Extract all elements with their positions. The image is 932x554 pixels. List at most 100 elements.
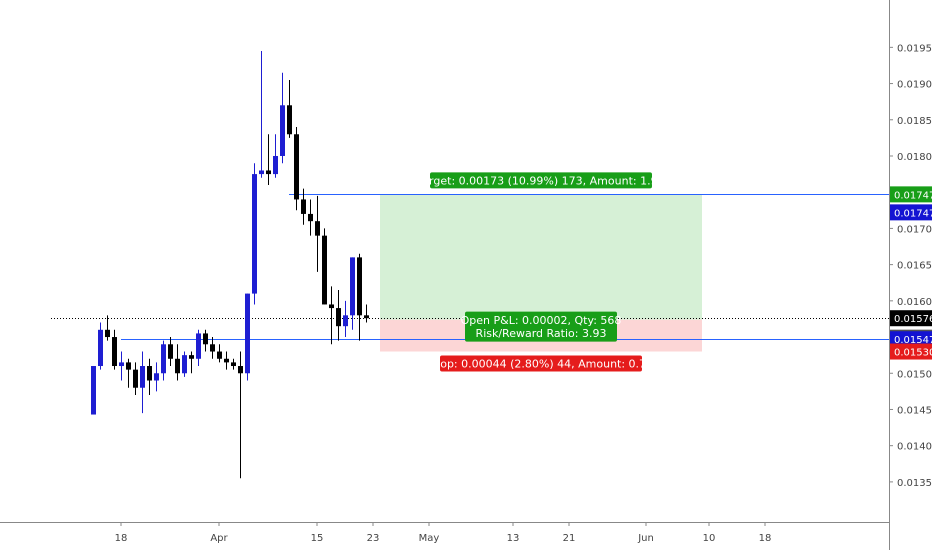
candle-body	[315, 221, 320, 236]
candle	[301, 188, 306, 225]
candle	[182, 351, 187, 377]
position-labels: Target: 0.00173 (10.99%) 173, Amount: 1.…	[416, 172, 665, 372]
candle-body	[329, 304, 334, 309]
candle	[252, 163, 257, 305]
candle	[245, 293, 250, 381]
candle-body	[266, 170, 271, 175]
candle-body	[350, 257, 355, 316]
price-badge-text: 0.01747	[894, 208, 932, 219]
candle	[280, 72, 285, 164]
candle	[322, 228, 327, 305]
candle	[168, 337, 173, 367]
candle-body	[238, 366, 243, 374]
price-badge-bg	[890, 186, 932, 203]
pl-label-text: Open P&L: 0.00002, Qty: 568	[461, 314, 622, 327]
time-tick-label: Jun	[637, 533, 654, 544]
candle	[357, 253, 362, 341]
candle-body	[91, 366, 96, 415]
candle	[266, 134, 271, 185]
candle	[203, 329, 208, 352]
candle	[196, 329, 201, 367]
price-badge-bg	[890, 331, 932, 348]
candle-body	[336, 308, 341, 327]
price-badge-0.01576: 0.01576	[890, 310, 932, 327]
candle-body	[105, 329, 110, 338]
candle-body	[252, 174, 257, 294]
candle-body	[140, 366, 145, 388]
candle	[259, 50, 264, 178]
price-badge-bg	[890, 204, 932, 221]
pl-label-bg	[465, 311, 617, 342]
stop-label[interactable]: Stop: 0.00044 (2.80%) 44, Amount: 0.75	[429, 355, 653, 372]
price-badge-text: 0.01547	[894, 335, 932, 346]
candle-body	[119, 362, 124, 367]
candle	[133, 362, 138, 395]
candle-body	[196, 333, 201, 359]
price-axis[interactable]: 0.019500.019000.018500.018000.017500.017…	[889, 0, 932, 550]
candle	[161, 340, 166, 381]
candle	[189, 351, 194, 374]
target-label[interactable]: Target: 0.00173 (10.99%) 173, Amount: 1.…	[416, 172, 665, 189]
candle-body	[301, 199, 306, 214]
candle	[329, 286, 334, 345]
candle-body	[161, 344, 166, 374]
candle	[343, 300, 348, 338]
time-tick-label: 18	[115, 533, 128, 544]
stop-label-text: Stop: 0.00044 (2.80%) 44, Amount: 0.75	[429, 358, 653, 371]
time-tick-label: 10	[703, 533, 716, 544]
candle	[294, 127, 299, 211]
candle-body	[357, 257, 362, 316]
time-tick-label: 18	[759, 533, 772, 544]
candle	[210, 337, 215, 359]
time-tick-label: Apr	[210, 533, 228, 544]
candle-body	[287, 105, 292, 135]
time-axis[interactable]: 18 Apr 15 23 May 13 21 Jun 10 18	[0, 522, 889, 544]
price-badge-0.01747: 0.01747	[890, 204, 932, 221]
candle	[336, 289, 341, 341]
candle	[238, 351, 243, 479]
price-badge-0.01530: 0.01530	[890, 343, 932, 360]
candle	[140, 351, 145, 414]
candle	[217, 344, 222, 363]
candle-body	[189, 355, 194, 359]
candle	[98, 322, 103, 370]
candle-body	[112, 337, 117, 367]
time-tick-label: 21	[563, 533, 576, 544]
candle-body	[273, 155, 278, 175]
time-tick-label: 15	[311, 533, 324, 544]
profit-zone[interactable]	[380, 194, 702, 320]
candle	[308, 199, 313, 236]
candles	[91, 50, 369, 479]
candle-body	[98, 329, 103, 367]
candle	[273, 134, 278, 178]
candle-body	[133, 369, 138, 388]
candle-body	[147, 366, 152, 381]
candle	[154, 362, 159, 392]
candle	[126, 358, 131, 388]
candle-body	[126, 362, 131, 370]
candle-body	[168, 344, 173, 359]
price-badge-0.01747: 0.01747	[890, 186, 932, 203]
candle-body	[280, 105, 285, 156]
candle-body	[245, 293, 250, 374]
candle-body	[364, 315, 369, 319]
stop-label-bg	[440, 355, 642, 372]
price-badge-bg	[890, 343, 932, 360]
price-badge-0.01547: 0.01547	[890, 331, 932, 348]
candle-body	[182, 355, 187, 374]
price-badge-text: 0.01530	[894, 348, 932, 359]
candle-body	[308, 213, 313, 222]
candle	[175, 344, 180, 381]
candle-body	[217, 351, 222, 359]
candle-body	[154, 373, 159, 381]
